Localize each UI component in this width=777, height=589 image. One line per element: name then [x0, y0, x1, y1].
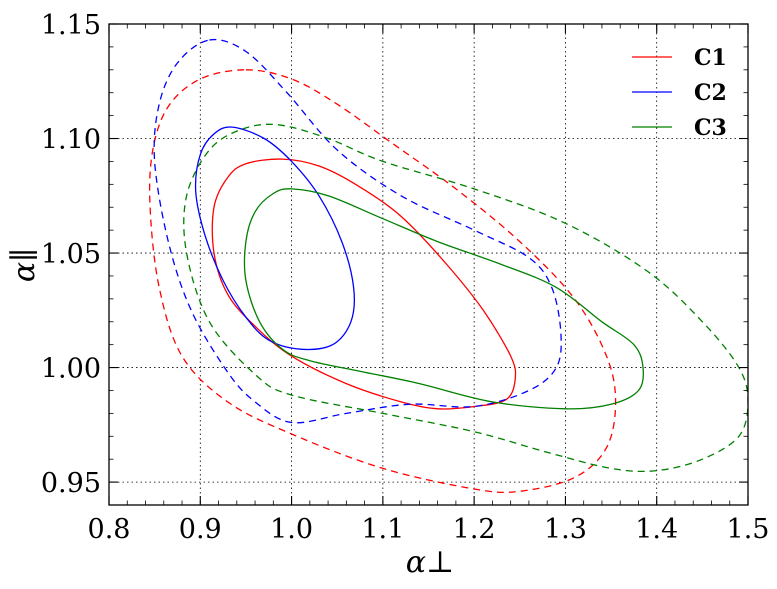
- x-tick-label: 1.5: [727, 514, 770, 545]
- legend-label-c2: C2: [694, 80, 727, 106]
- y-tick-label: 1.15: [41, 10, 101, 41]
- contour-layer: [148, 38, 748, 494]
- c2-inner-contour: [194, 126, 356, 351]
- x-tick-label: 1.0: [270, 514, 313, 545]
- y-tick-label: 1.10: [41, 125, 101, 156]
- x-tick-label: 1.1: [361, 514, 404, 545]
- y-tick-label: 1.05: [41, 239, 101, 270]
- legend-label-c1: C1: [694, 45, 727, 71]
- x-tick-label: 0.8: [88, 514, 131, 545]
- y-tick-label: 1.00: [41, 354, 101, 385]
- x-axis-label: α⊥: [406, 545, 454, 580]
- x-tick-label: 1.4: [635, 514, 678, 545]
- x-tick-label: 1.3: [544, 514, 587, 545]
- c3-inner-contour: [243, 188, 645, 410]
- legend-label-c3: C3: [694, 115, 727, 141]
- y-tick-label: 0.95: [41, 468, 101, 499]
- c2-outer-contour: [153, 38, 562, 424]
- legend: C1 C2 C3: [632, 45, 727, 141]
- c1-inner-contour: [211, 158, 517, 410]
- x-tick-label: 1.2: [453, 514, 496, 545]
- plot-frame: [108, 23, 749, 506]
- grid-lines: [109, 24, 748, 505]
- x-tick-label: 0.9: [179, 514, 222, 545]
- axis-ticks: 0.8 0.9 1.0 1.1 1.2 1.3 1.4 1.5 0.95 1.00 1.05 1.10…: [41, 10, 770, 545]
- c3-outer-contour: [183, 123, 748, 473]
- y-axis-label: α∥: [7, 248, 42, 282]
